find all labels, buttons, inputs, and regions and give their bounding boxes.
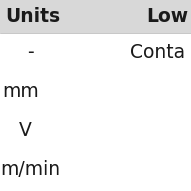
Text: m/min: m/min (0, 160, 60, 179)
Text: -: - (27, 43, 33, 62)
Text: V: V (19, 121, 32, 140)
Text: mm: mm (2, 82, 39, 101)
Text: Conta: Conta (130, 43, 185, 62)
Bar (0, 0, 191, 33)
Text: Units: Units (5, 7, 60, 26)
Text: Low: Low (146, 7, 188, 26)
